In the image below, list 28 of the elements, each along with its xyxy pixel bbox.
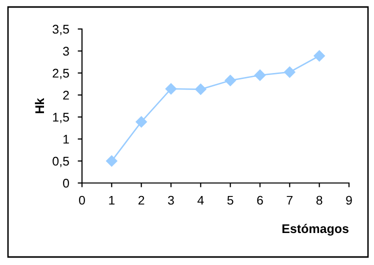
x-tick-label: 1 [109,196,115,205]
x-tick-label: 7 [286,196,293,205]
x-axis-title: Estómagos [282,224,348,236]
point [314,50,325,62]
point [284,66,296,78]
x-tick-label: 9 [346,196,352,205]
y-tick-label: 1 [64,134,69,144]
x-tick-label: 8 [316,196,322,205]
point [165,83,177,94]
y-tick-label: 3 [63,46,69,56]
x-tick-label: 4 [197,196,204,205]
x-tick-label: 0 [79,196,85,205]
point [195,84,206,95]
x-tick-label: 6 [257,196,263,205]
x-tick-label: 3 [168,196,174,205]
y-tick-label: 1,5 [53,112,69,124]
point [136,116,147,128]
x-tick-label: 2 [138,196,144,205]
x-tick-label: 5 [227,196,234,205]
point [254,70,266,81]
y-axis-title: Hk [34,98,44,114]
y-tick-label: 2 [63,90,69,100]
point [224,74,236,86]
y-tick-label: 0 [63,178,70,188]
y-tick-label: 0,5 [52,156,69,168]
point [106,155,118,167]
y-tick-label: 3,5 [52,24,69,36]
y-tick-label: 2,5 [52,68,69,80]
